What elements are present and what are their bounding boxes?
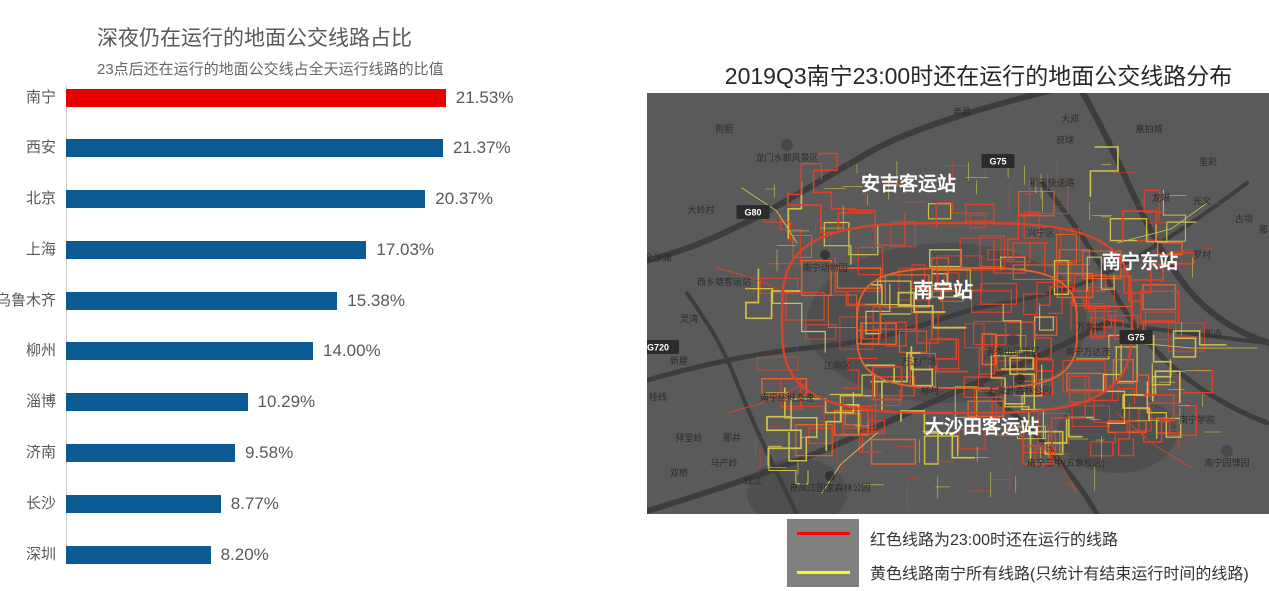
svg-text:G80: G80 (744, 208, 761, 218)
svg-text:良凤江国家森林公园: 良凤江国家森林公园 (789, 482, 870, 493)
svg-text:南宁东站: 南宁东站 (1102, 250, 1178, 273)
svg-text:马产岭: 马产岭 (710, 457, 737, 468)
svg-text:西乡塘客运站: 西乡塘客运站 (697, 276, 751, 287)
svg-text:大邓: 大邓 (1061, 113, 1079, 124)
svg-text:拜堂岭: 拜堂岭 (675, 432, 702, 443)
svg-text:良球: 良球 (1056, 134, 1074, 145)
svg-text:那造: 那造 (1204, 328, 1222, 339)
svg-text:G720: G720 (647, 343, 669, 353)
svg-text:南宁万达茂: 南宁万达茂 (1065, 346, 1110, 357)
svg-text:万达广场: 万达广场 (901, 356, 937, 367)
svg-text:龙门水都风景区: 龙门水都风景区 (755, 152, 818, 163)
svg-text:龙眼: 龙眼 (1152, 192, 1170, 203)
svg-text:光文: 光文 (1193, 195, 1211, 206)
svg-text:南宁站: 南宁站 (913, 278, 973, 302)
svg-text:那井: 那井 (723, 432, 741, 443)
svg-text:南宁园博园: 南宁园博园 (1204, 457, 1249, 468)
svg-text:嘉拍城: 嘉拍城 (1135, 123, 1162, 134)
svg-text:兴宁区: 兴宁区 (1027, 227, 1054, 238)
svg-text:大岭村: 大岭村 (687, 204, 714, 215)
svg-text:双桥: 双桥 (670, 467, 688, 478)
svg-text:红江: 红江 (744, 475, 762, 486)
svg-text:石象岭森林公园: 石象岭森林公园 (988, 385, 1051, 396)
svg-text:大沙田客运站: 大沙田客运站 (925, 415, 1039, 438)
svg-text:灵湾: 灵湾 (680, 313, 698, 324)
svg-text:古坝: 古坝 (1235, 213, 1253, 224)
svg-text:万象城: 万象城 (1076, 321, 1103, 332)
svg-text:桂线: 桂线 (649, 391, 667, 402)
svg-text:G75: G75 (1127, 333, 1144, 343)
svg-text:江南区: 江南区 (823, 360, 850, 371)
svg-text:那律: 那律 (1259, 224, 1269, 235)
svg-text:安吉客运站: 安吉客运站 (861, 172, 956, 195)
svg-text:青秀山风景区: 青秀山风景区 (986, 346, 1040, 357)
svg-text:里彩: 里彩 (1199, 157, 1217, 167)
svg-text:G75: G75 (989, 157, 1006, 167)
svg-text:南宁三中(五象校区): 南宁三中(五象校区) (1027, 457, 1105, 468)
svg-text:柳村: 柳村 (921, 385, 939, 396)
svg-text:南宁学院: 南宁学院 (1179, 414, 1215, 425)
svg-text:南宁绕城高速: 南宁绕城高速 (760, 392, 814, 403)
svg-text:那安快速路: 那安快速路 (1029, 177, 1074, 188)
svg-text:罗村: 罗村 (1193, 249, 1211, 260)
svg-text:老昌: 老昌 (953, 106, 971, 117)
svg-text:新屋: 新屋 (670, 355, 688, 366)
svg-text:全沙湖: 全沙湖 (647, 252, 672, 263)
svg-text:南宁动物园: 南宁动物园 (802, 262, 847, 273)
svg-text:狗胆: 狗胆 (715, 123, 733, 134)
